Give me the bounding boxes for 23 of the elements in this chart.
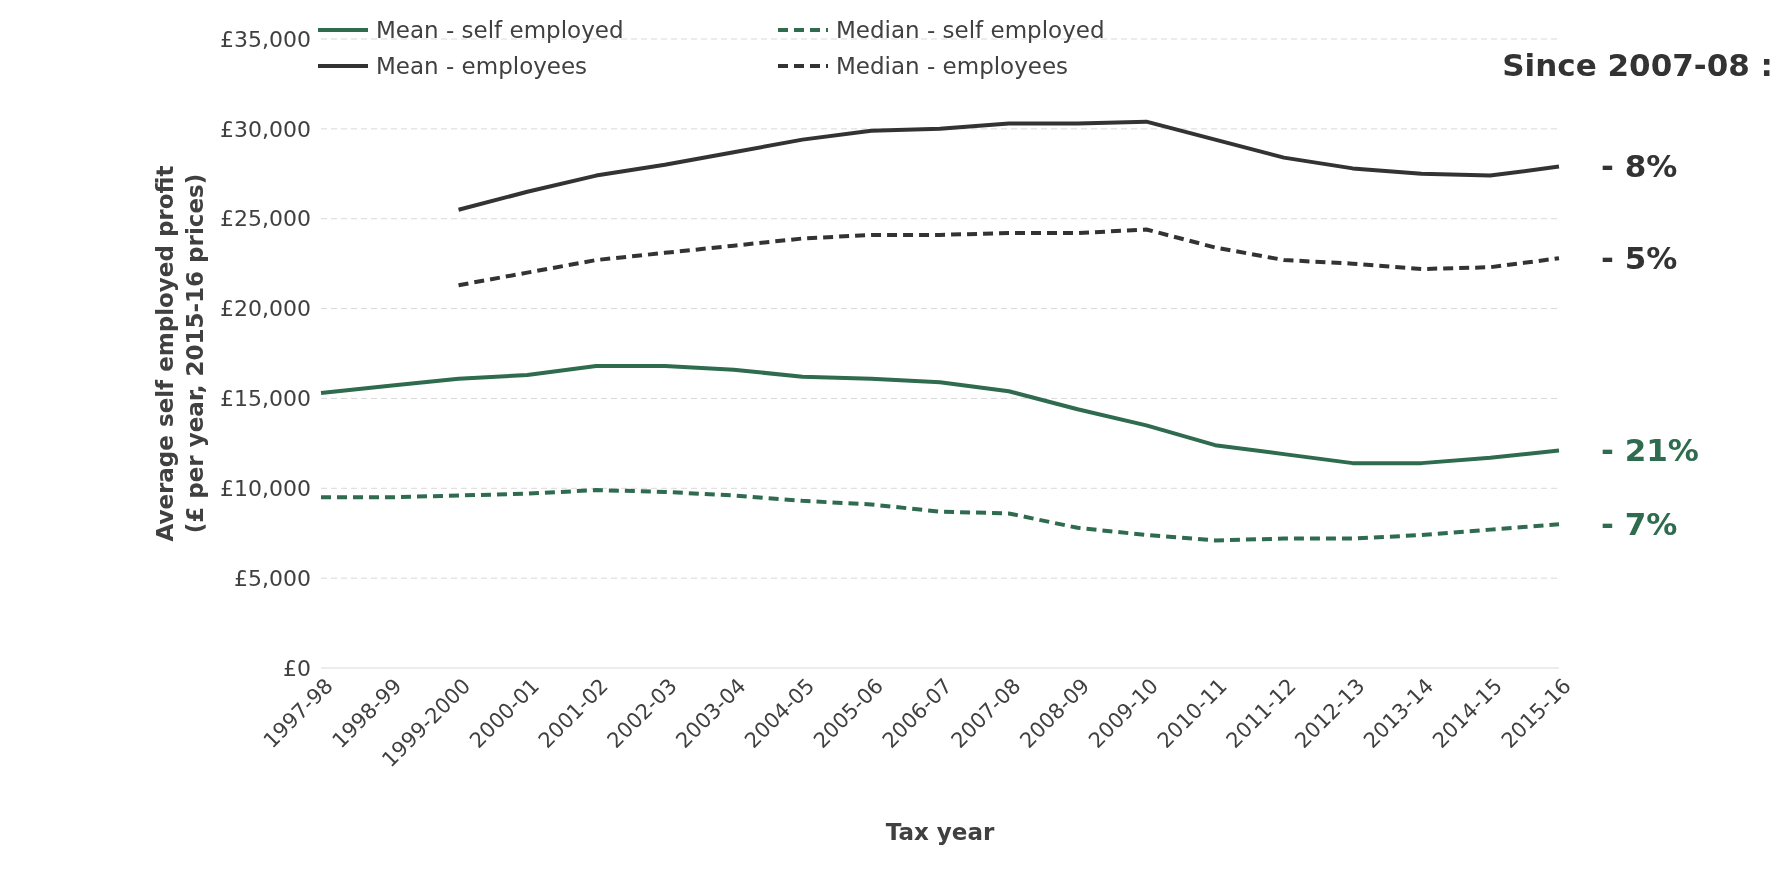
y-axis-title: Average self employed profit (£ per year, 2015-16 prices) xyxy=(152,165,208,542)
annotation: - 21% xyxy=(1601,432,1699,469)
annotation: - 8% xyxy=(1601,148,1678,185)
y-tick-label: £10,000 xyxy=(220,475,311,501)
annotation: - 5% xyxy=(1601,240,1678,277)
y-tick-label: £25,000 xyxy=(220,206,311,232)
y-tick-label: £35,000 xyxy=(220,26,311,52)
line-series xyxy=(456,227,1561,288)
legend-label: Mean - self employed xyxy=(376,17,624,44)
line-series xyxy=(456,119,1561,212)
y-tick-label: £30,000 xyxy=(220,116,311,142)
annotation: - 7% xyxy=(1601,506,1678,543)
y-tick-label: £20,000 xyxy=(220,296,311,322)
x-axis-title: Tax year xyxy=(885,819,995,845)
legend-label: Mean - employees xyxy=(376,53,588,80)
legend-label: Median - self employed xyxy=(836,17,1105,44)
y-tick-label: £5,000 xyxy=(234,565,311,591)
line-series xyxy=(319,488,1561,543)
legend-label: Median - employees xyxy=(836,53,1069,80)
annotation: Since 2007-08 : xyxy=(1502,47,1773,83)
y-tick-label: £15,000 xyxy=(220,386,311,412)
y-tick-label: £0 xyxy=(283,655,311,681)
line-series xyxy=(319,364,1561,466)
